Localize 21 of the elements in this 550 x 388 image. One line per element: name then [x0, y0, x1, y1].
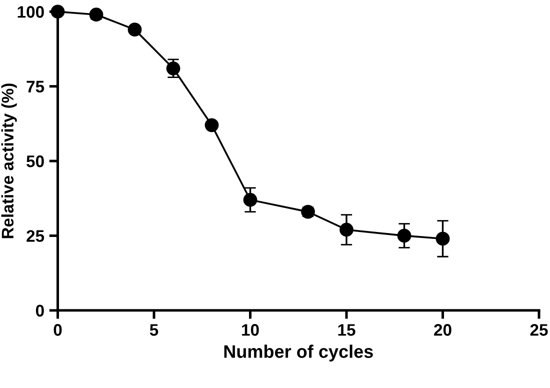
y-tick-label: 50 — [26, 155, 44, 168]
x-tick-label: 0 — [54, 324, 62, 336]
point — [340, 222, 354, 237]
point — [436, 232, 450, 246]
x-tick-label: 15 — [338, 324, 356, 336]
point — [166, 61, 180, 76]
x-axis-title: Number of cycles — [224, 344, 373, 362]
x-tick-label: 5 — [150, 324, 158, 336]
x-tick-label: 25 — [530, 324, 548, 336]
point — [397, 228, 412, 243]
y-tick-label: 100 — [18, 6, 44, 18]
y-tick-label: 25 — [26, 230, 44, 242]
point — [204, 118, 219, 132]
point — [128, 22, 142, 37]
x-tick-label: 10 — [242, 324, 259, 336]
y-axis-title: Relative activity (%) — [1, 84, 17, 238]
point — [89, 8, 104, 22]
point — [243, 192, 258, 207]
x-tick-label: 20 — [434, 324, 452, 336]
y-tick-label: 0 — [36, 304, 44, 317]
y-tick-label: 75 — [26, 80, 44, 93]
